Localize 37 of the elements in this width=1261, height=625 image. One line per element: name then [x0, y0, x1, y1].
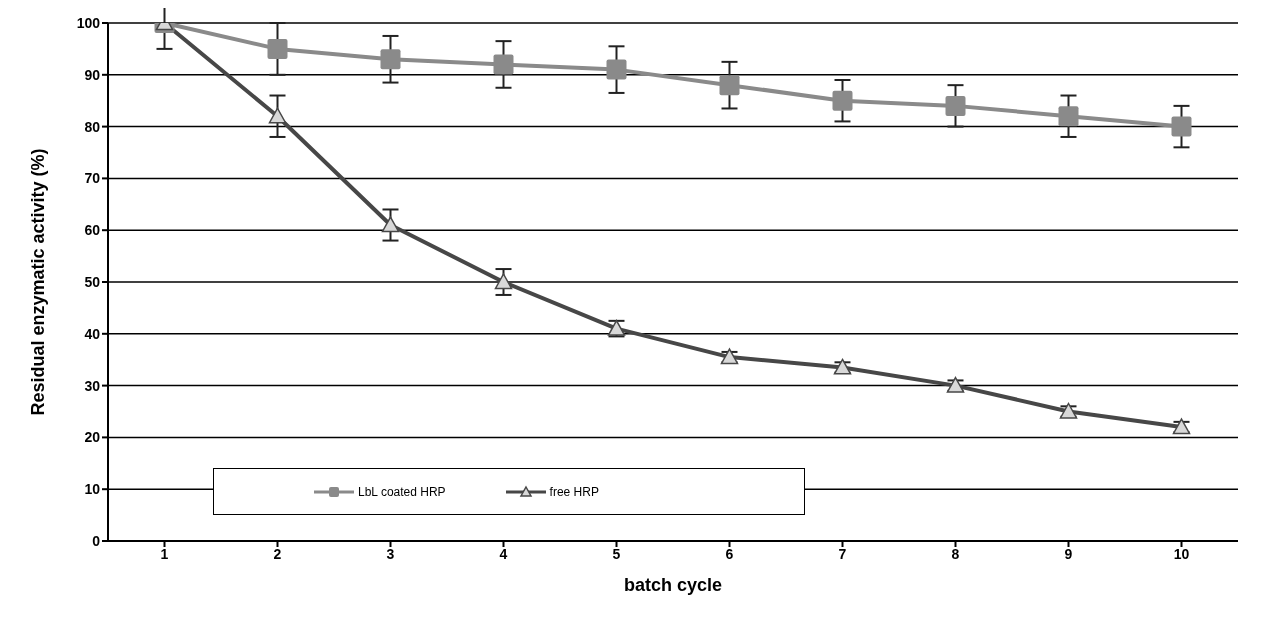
y-tick-label: 0: [92, 532, 101, 549]
point: [1171, 116, 1192, 137]
legend-label: LbL coated HRP: [358, 484, 446, 499]
point: [268, 107, 287, 124]
x-tick-label: 1: [160, 545, 169, 562]
x-tick-label: 10: [1173, 545, 1190, 562]
point: [493, 54, 514, 75]
y-tick-label: 70: [84, 170, 101, 187]
y-tick-label: 80: [84, 118, 101, 135]
point: [606, 59, 627, 80]
point: [381, 216, 400, 233]
x-tick-label: 6: [725, 545, 734, 562]
x-tick-label: 3: [386, 545, 395, 562]
y-tick-label: 10: [84, 481, 101, 498]
legend-label: free HRP: [549, 484, 599, 499]
point: [832, 90, 853, 111]
point: [1058, 106, 1079, 127]
y-tick-label: 100: [76, 14, 101, 31]
x-tick-label: 7: [838, 545, 847, 562]
y-tick-label: 90: [84, 66, 101, 83]
x-tick-label: 9: [1064, 545, 1073, 562]
point: [494, 273, 513, 290]
x-axis-title: batch cycle: [623, 575, 723, 595]
point: [267, 38, 288, 59]
y-tick-label: 20: [84, 429, 101, 446]
point: [945, 95, 966, 116]
y-tick-label: 30: [84, 377, 101, 394]
x-tick-label: 2: [273, 545, 282, 562]
y-axis-title: Residual enzymatic activity (%): [28, 148, 49, 416]
point: [719, 75, 740, 96]
x-tick-label: 5: [612, 545, 621, 562]
x-tick-label: 8: [951, 545, 960, 562]
point: [380, 49, 401, 70]
y-tick-label: 40: [84, 325, 101, 342]
x-tick-label: 4: [499, 545, 508, 562]
y-tick-label: 50: [84, 273, 101, 290]
y-tick-label: 60: [84, 222, 101, 239]
